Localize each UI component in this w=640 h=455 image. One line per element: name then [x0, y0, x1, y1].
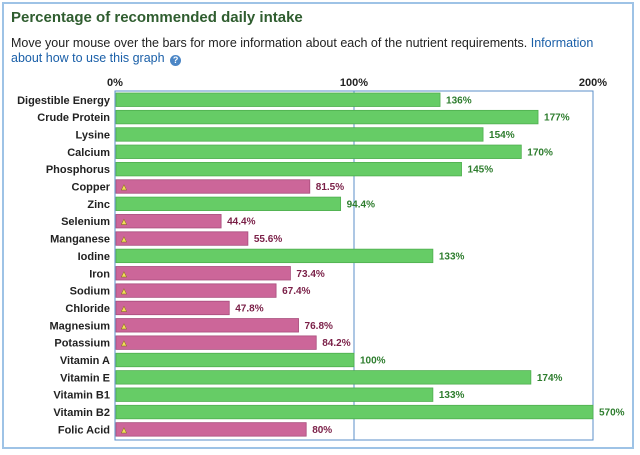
warning-triangle-icon: ▲: [120, 269, 129, 279]
data-label: 80%: [312, 425, 332, 436]
category-label: Vitamin A: [60, 355, 110, 367]
bar[interactable]: [115, 370, 532, 385]
data-label: 154%: [489, 130, 515, 141]
category-label: Zinc: [87, 199, 110, 211]
category-label: Magnesium: [49, 320, 110, 332]
warning-triangle-icon: ▲: [120, 425, 129, 435]
category-label: Lysine: [76, 129, 110, 141]
bar[interactable]: [115, 214, 222, 229]
category-label: Iodine: [78, 251, 110, 263]
x-tick-label: 100%: [340, 77, 368, 89]
data-label: 47.8%: [235, 303, 263, 314]
warning-triangle-icon: ▲: [120, 303, 129, 313]
category-label: Chloride: [65, 303, 110, 315]
bar[interactable]: [115, 422, 307, 437]
bar[interactable]: [115, 283, 277, 298]
bar[interactable]: [115, 144, 522, 159]
data-label: 55.6%: [254, 234, 282, 245]
data-label: 133%: [439, 251, 465, 262]
data-label: 174%: [537, 373, 563, 384]
bar[interactable]: [115, 318, 299, 333]
warning-triangle-icon: ▲: [120, 286, 129, 296]
data-label: 44.4%: [227, 217, 255, 228]
category-label: Calcium: [67, 147, 110, 159]
help-link[interactable]: Information about how to use this graph: [11, 36, 594, 65]
category-label: Vitamin B1: [53, 390, 110, 402]
bar[interactable]: [115, 248, 434, 264]
bar[interactable]: [115, 266, 291, 281]
warning-triangle-icon: ▲: [120, 217, 129, 227]
bar[interactable]: [115, 196, 342, 212]
data-label: 133%: [439, 390, 465, 401]
bar[interactable]: [115, 109, 539, 125]
data-label: 145%: [468, 165, 494, 176]
x-tick-label: 0%: [107, 77, 123, 89]
bar[interactable]: [115, 387, 434, 402]
category-label: Digestible Energy: [17, 95, 111, 107]
category-label: Vitamin E: [60, 372, 110, 384]
category-label: Crude Protein: [37, 112, 110, 124]
data-label: 84.2%: [322, 338, 350, 349]
question-circle-icon[interactable]: ?: [170, 55, 182, 66]
category-label: Copper: [72, 182, 111, 194]
data-label: 81.5%: [316, 182, 344, 193]
warning-triangle-icon: ▲: [120, 234, 129, 244]
chart-description: Move your mouse over the bars for more i…: [11, 36, 621, 66]
data-label: 76.8%: [305, 321, 333, 332]
data-label: 67.4%: [282, 286, 310, 297]
description-text: Move your mouse over the bars for more i…: [11, 36, 528, 50]
warning-triangle-icon: ▲: [120, 321, 129, 331]
bar[interactable]: [115, 92, 441, 107]
bar[interactable]: [115, 231, 249, 246]
data-label: 170%: [527, 147, 553, 158]
data-label: 94.4%: [347, 199, 375, 210]
category-label: Sodium: [70, 286, 111, 298]
category-label: Potassium: [54, 338, 110, 350]
data-label: 73.4%: [296, 269, 324, 280]
bar[interactable]: [115, 335, 317, 350]
category-label: Manganese: [50, 234, 110, 246]
data-label: 570%: [599, 408, 625, 419]
data-label: 136%: [446, 95, 472, 106]
data-label: 100%: [360, 356, 386, 367]
category-label: Phosphorus: [46, 164, 110, 176]
x-tick-label: 200%: [579, 77, 607, 89]
bar[interactable]: [115, 404, 594, 420]
category-label: Folic Acid: [58, 424, 110, 436]
page-title: Percentage of recommended daily intake: [11, 9, 303, 26]
category-label: Iron: [89, 268, 110, 280]
warning-triangle-icon: ▲: [120, 182, 129, 192]
bar[interactable]: [115, 161, 462, 177]
bar[interactable]: [115, 179, 311, 194]
bar[interactable]: [115, 127, 484, 142]
category-label: Vitamin B2: [53, 407, 110, 419]
category-label: Selenium: [61, 216, 110, 228]
warning-triangle-icon: ▲: [120, 338, 129, 348]
data-label: 177%: [544, 113, 570, 124]
bar[interactable]: [115, 352, 355, 368]
bar[interactable]: [115, 300, 230, 316]
